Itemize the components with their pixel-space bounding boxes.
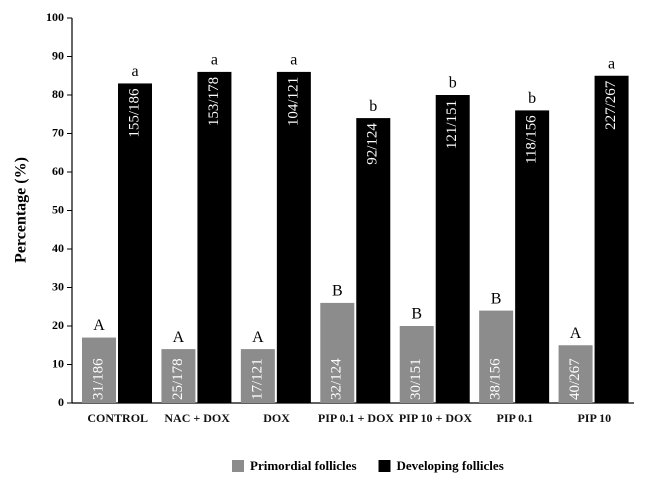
significance-letter: a: [608, 55, 615, 72]
bar: [82, 337, 116, 403]
bar: [161, 349, 196, 403]
significance-letter: A: [93, 317, 105, 334]
significance-letter: A: [252, 329, 264, 346]
count-label: 155/186: [126, 88, 142, 138]
y-tick-label: 100: [46, 10, 64, 24]
bar: [515, 110, 550, 404]
y-tick-label: 90: [52, 48, 64, 62]
x-tick-label: PIP 10 + DOX: [398, 411, 472, 425]
count-label: 38/156: [488, 358, 504, 400]
y-tick-label: 20: [52, 318, 64, 332]
y-tick-label: 0: [58, 395, 64, 409]
x-tick-label: PIP 10: [577, 411, 612, 425]
count-label: 153/178: [206, 77, 222, 126]
x-tick-label: NAC + DOX: [164, 411, 230, 425]
bar: [435, 95, 470, 403]
bar: [479, 310, 514, 403]
count-label: 40/267: [567, 358, 583, 400]
x-tick-label: PIP 0.1 + DOX: [317, 411, 395, 425]
y-tick-label: 80: [52, 87, 64, 101]
significance-letter: A: [173, 329, 185, 346]
legend-swatch: [378, 460, 391, 472]
x-tick-label: DOX: [263, 411, 290, 425]
count-label: 227/267: [603, 80, 619, 130]
bar: [594, 75, 629, 403]
y-axis-label: Percentage (%): [13, 157, 30, 263]
significance-letter: b: [369, 98, 377, 115]
count-label: 92/124: [365, 123, 381, 165]
count-label: 30/151: [408, 358, 424, 400]
count-label: 17/121: [249, 358, 265, 400]
bar: [320, 302, 355, 403]
bar: [356, 118, 391, 403]
significance-letter: a: [131, 63, 138, 80]
legend-label: Developing follicles: [397, 458, 504, 473]
y-tick-label: 30: [52, 279, 64, 293]
x-tick-label: PIP 0.1: [496, 411, 534, 425]
significance-letter: A: [570, 325, 582, 342]
significance-letter: a: [290, 52, 297, 69]
bar: [276, 71, 311, 404]
x-tick-label: CONTROL: [87, 411, 149, 425]
significance-letter: B: [411, 306, 422, 323]
count-label: 32/124: [329, 358, 345, 400]
count-label: 31/186: [90, 358, 106, 400]
count-label: 25/178: [170, 358, 186, 400]
y-tick-label: 60: [52, 164, 64, 178]
y-tick-label: 70: [52, 125, 64, 139]
significance-letter: a: [211, 52, 218, 69]
y-tick-label: 50: [52, 202, 64, 216]
bar: [197, 71, 232, 404]
legend-label: Primordial follicles: [250, 458, 357, 473]
count-label: 104/121: [285, 77, 301, 126]
significance-letter: B: [491, 290, 502, 307]
significance-letter: b: [449, 75, 457, 92]
bar: [240, 349, 275, 403]
significance-letter: b: [528, 90, 536, 107]
bar: [399, 326, 434, 403]
bar: [118, 83, 152, 403]
count-label: 121/151: [444, 100, 460, 149]
bar: [558, 345, 593, 403]
legend-swatch: [232, 460, 244, 472]
y-tick-label: 40: [52, 241, 64, 255]
y-tick-label: 10: [52, 356, 64, 370]
significance-letter: B: [332, 283, 343, 300]
count-label: 118/156: [524, 115, 540, 164]
